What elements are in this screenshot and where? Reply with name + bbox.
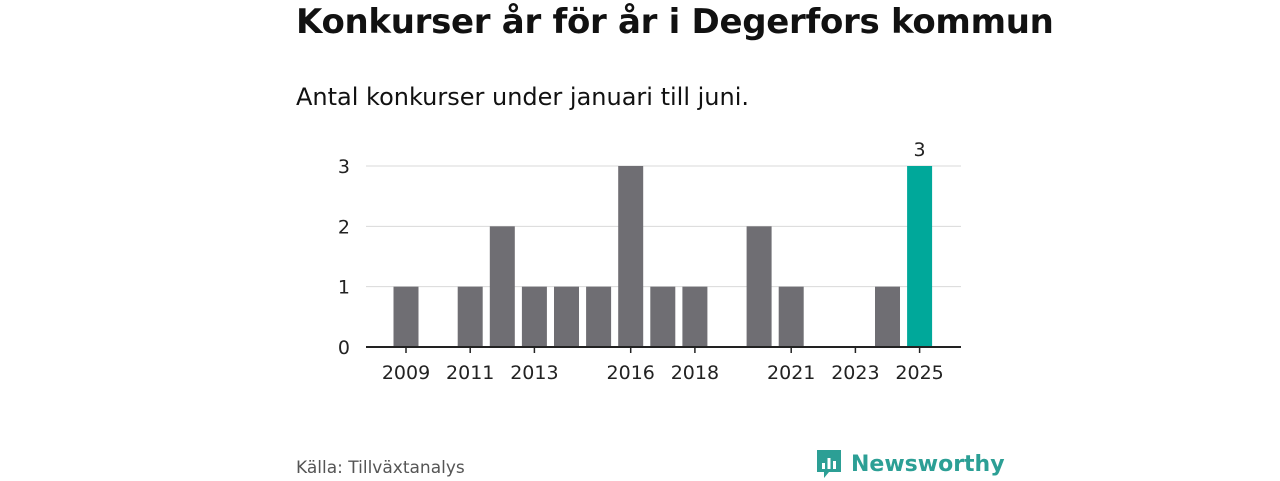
bar-2009 xyxy=(393,286,419,347)
brand-name: Newsworthy xyxy=(851,451,1005,477)
data-label-2025: 3 xyxy=(914,139,926,161)
bar-chart: 0 1 2 3 2009 2011 2013 2016 2018 2021 2023 2025 3 xyxy=(338,139,961,384)
x-tick-label-2021: 2021 xyxy=(767,362,815,384)
y-tick-label-1: 1 xyxy=(338,277,350,299)
bar-2015 xyxy=(586,286,612,347)
newsworthy-logo-icon xyxy=(817,450,841,478)
y-tick-label-3: 3 xyxy=(338,156,350,178)
bar-2020 xyxy=(746,226,772,347)
bar-2025 xyxy=(907,166,933,347)
source-note: Källa: Tillväxtanalys xyxy=(296,458,465,478)
bar-2017 xyxy=(650,286,676,347)
bar-2018 xyxy=(682,286,708,347)
bar-2013 xyxy=(521,286,547,347)
x-tick-label-2016: 2016 xyxy=(607,362,655,384)
x-tick-label-2025: 2025 xyxy=(895,362,943,384)
newsworthy-brand: Newsworthy xyxy=(815,447,1005,481)
y-tick-label-0: 0 xyxy=(338,337,350,359)
x-tick-label-2011: 2011 xyxy=(446,362,494,384)
x-tick-label-2018: 2018 xyxy=(671,362,719,384)
bar-2011 xyxy=(457,286,483,347)
bar-2024 xyxy=(875,286,900,347)
bar-2012 xyxy=(489,226,515,347)
x-tick-label-2023: 2023 xyxy=(831,362,879,384)
bar-2014 xyxy=(554,286,579,347)
bar-2021 xyxy=(778,286,804,347)
x-tick-label-2009: 2009 xyxy=(382,362,430,384)
y-tick-label-2: 2 xyxy=(338,216,350,238)
bar-2016 xyxy=(618,166,644,347)
chart-subtitle: Antal konkurser under januari till juni. xyxy=(296,83,749,111)
x-tick-label-2013: 2013 xyxy=(510,362,558,384)
chart-title: Konkurser år för år i Degerfors kommun xyxy=(296,2,1054,42)
